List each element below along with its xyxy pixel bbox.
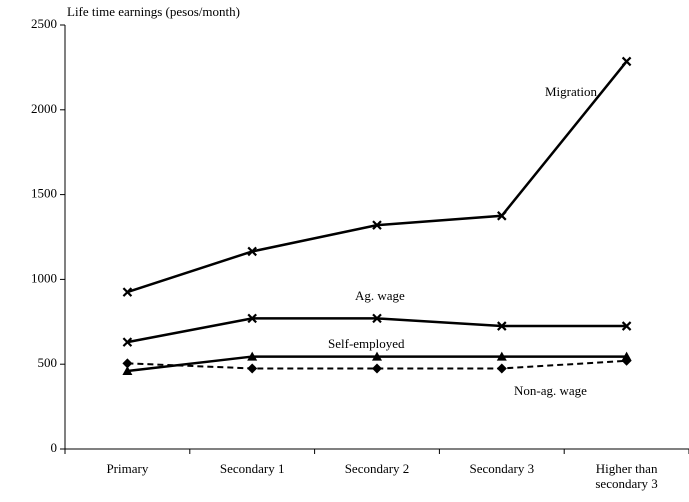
series-label: Migration	[545, 84, 597, 99]
marker	[621, 355, 632, 366]
marker	[247, 351, 258, 361]
x-tick-label: Secondary 3	[469, 461, 535, 476]
marker	[372, 313, 382, 324]
y-tick-label: 0	[51, 440, 58, 455]
y-tick-label: 1000	[31, 270, 57, 285]
marker	[122, 365, 133, 375]
series-line	[127, 359, 627, 370]
y-tick-label: 2000	[31, 101, 57, 116]
x-tick-label: Primary	[106, 461, 149, 476]
y-tick-label: 500	[38, 355, 58, 370]
x-tick-label: Higher than secondary 3	[595, 461, 658, 491]
marker	[496, 363, 507, 374]
marker	[122, 337, 133, 347]
marker	[496, 351, 507, 361]
y-axis-label: Life time earnings (pesos/month)	[67, 4, 240, 19]
marker	[122, 358, 133, 369]
marker	[621, 56, 632, 67]
marker	[497, 321, 507, 331]
marker	[247, 246, 257, 257]
series-label: Self-employed	[328, 336, 405, 351]
marker	[372, 363, 382, 374]
marker	[247, 313, 257, 324]
marker	[122, 287, 133, 297]
marker	[497, 211, 507, 221]
marker	[372, 351, 382, 361]
series-label: Non-ag. wage	[514, 383, 587, 398]
marker	[372, 220, 382, 230]
y-tick-label: 2500	[31, 16, 57, 31]
x-tick-label: Secondary 2	[344, 461, 410, 476]
y-tick-label: 1500	[31, 186, 57, 201]
marker	[621, 321, 632, 331]
series-label: Ag. wage	[355, 288, 405, 303]
marker	[247, 363, 258, 374]
x-tick-label: Secondary 1	[219, 461, 285, 476]
